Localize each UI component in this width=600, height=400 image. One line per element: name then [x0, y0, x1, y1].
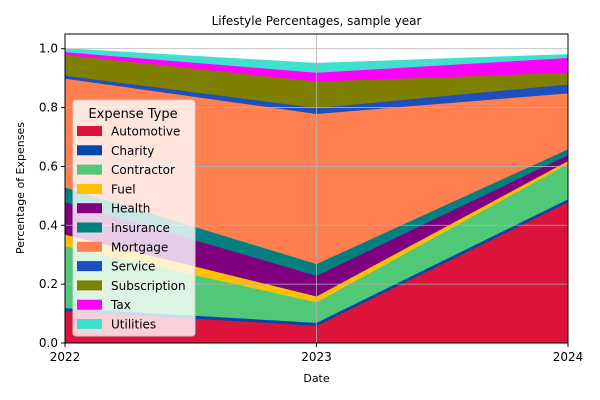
- legend-swatch: [77, 280, 102, 291]
- legend-label: Contractor: [111, 163, 175, 177]
- legend-item-contractor: Contractor: [77, 163, 175, 177]
- legend-swatch: [77, 319, 102, 329]
- x-axis-ticks: 2022 2023 2024: [50, 343, 584, 364]
- y-tick-label: 0.0: [39, 336, 58, 350]
- legend-item-utilities: Utilities: [77, 318, 156, 332]
- legend-item-service: Service: [77, 260, 155, 274]
- y-tick-label: 0.2: [39, 277, 58, 291]
- legend-label: Mortgage: [111, 240, 168, 254]
- y-axis-label: Percentage of Expenses: [14, 122, 27, 254]
- legend: Expense Type Automotive Charity Contractor…: [72, 99, 196, 337]
- legend-box: [72, 99, 196, 337]
- legend-label: Service: [111, 260, 155, 274]
- legend-title: Expense Type: [88, 107, 177, 122]
- legend-item-insurance: Insurance: [77, 221, 170, 235]
- legend-item-health: Health: [77, 202, 150, 216]
- legend-item-fuel: Fuel: [77, 182, 136, 196]
- legend-swatch: [77, 145, 102, 156]
- y-tick-label: 1.0: [39, 42, 58, 56]
- legend-label: Tax: [110, 298, 131, 312]
- legend-swatch: [77, 241, 102, 252]
- legend-item-automotive: Automotive: [77, 125, 180, 139]
- legend-label: Automotive: [111, 125, 180, 139]
- legend-swatch: [77, 183, 102, 194]
- legend-items: Automotive Charity Contractor Fuel Health Ins…: [77, 125, 186, 332]
- legend-label: Subscription: [111, 279, 186, 293]
- y-tick-label: 0.4: [39, 218, 58, 232]
- legend-item-tax: Tax: [77, 298, 131, 312]
- y-axis-ticks: 0.0 0.2 0.4 0.6 0.8 1.0: [39, 42, 65, 350]
- legend-item-subscription: Subscription: [77, 279, 186, 293]
- x-tick-label: 2022: [50, 350, 81, 364]
- y-tick-label: 0.6: [39, 159, 58, 173]
- legend-swatch: [77, 126, 102, 136]
- legend-swatch: [77, 164, 102, 175]
- legend-item-charity: Charity: [77, 144, 154, 158]
- x-tick-label: 2024: [553, 350, 584, 364]
- legend-label: Health: [111, 202, 150, 216]
- legend-swatch: [77, 222, 102, 233]
- legend-label: Fuel: [111, 182, 136, 196]
- legend-label: Charity: [111, 144, 154, 158]
- x-axis-label: Date: [303, 372, 330, 385]
- x-tick-label: 2023: [301, 350, 332, 364]
- y-tick-label: 0.8: [39, 101, 58, 115]
- legend-swatch: [77, 299, 102, 310]
- chart-title: Lifestyle Percentages, sample year: [212, 14, 422, 28]
- legend-swatch: [77, 261, 102, 272]
- legend-item-mortgage: Mortgage: [77, 240, 168, 254]
- legend-label: Insurance: [111, 221, 170, 235]
- legend-swatch: [77, 203, 102, 214]
- legend-label: Utilities: [111, 318, 156, 332]
